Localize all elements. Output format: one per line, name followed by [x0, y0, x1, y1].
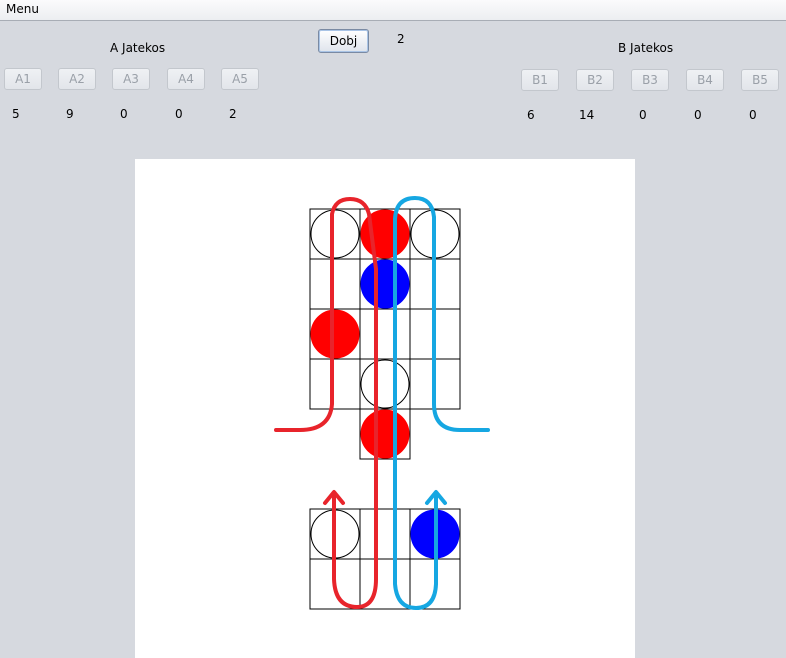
- player-a-path-arrow: [274, 197, 378, 609]
- player-b-count-5: 0: [749, 108, 757, 122]
- board-cell[interactable]: [309, 258, 361, 310]
- piece-button-b2[interactable]: B2: [576, 69, 614, 91]
- red-piece[interactable]: [360, 409, 410, 459]
- player-b-count-3: 0: [639, 108, 647, 122]
- board-cell[interactable]: [359, 308, 411, 360]
- blue-piece[interactable]: [360, 259, 410, 309]
- board-cell[interactable]: [309, 208, 361, 260]
- player-a-count-5: 2: [229, 107, 237, 121]
- game-board[interactable]: [135, 159, 635, 658]
- player-b-count-4: 0: [694, 108, 702, 122]
- dice-value: 2: [397, 32, 405, 46]
- board-cell[interactable]: [359, 358, 411, 410]
- player-b-count-2: 14: [579, 108, 595, 122]
- piece-button-b1[interactable]: B1: [521, 69, 559, 91]
- piece-button-b4[interactable]: B4: [686, 69, 724, 91]
- board-cell[interactable]: [359, 408, 411, 460]
- piece-button-b3[interactable]: B3: [631, 69, 669, 91]
- piece-button-a3[interactable]: A3: [112, 68, 150, 90]
- board-cell[interactable]: [309, 358, 361, 410]
- player-b-count-1: 6: [527, 108, 535, 122]
- board-cell[interactable]: [359, 508, 411, 560]
- player-a-count-3: 0: [120, 107, 128, 121]
- piece-button-b5[interactable]: B5: [741, 69, 779, 91]
- piece-button-a5[interactable]: A5: [221, 68, 259, 90]
- red-piece[interactable]: [310, 309, 360, 359]
- player-a-count-2: 9: [66, 107, 74, 121]
- player-a-count-1: 5: [12, 107, 20, 121]
- empty-spot[interactable]: [310, 209, 360, 259]
- menu-bar: Menu: [0, 0, 786, 21]
- roll-dice-button[interactable]: Dobj: [318, 29, 369, 53]
- player-b-arrowhead: [425, 490, 447, 505]
- menu-item-menu[interactable]: Menu: [6, 2, 39, 16]
- player-b-title: B Jatekos: [618, 41, 674, 55]
- board-canvas[interactable]: [135, 159, 635, 658]
- piece-button-a1[interactable]: A1: [4, 68, 42, 90]
- player-a-count-4: 0: [175, 107, 183, 121]
- player-a-title: A Jatekos: [110, 41, 166, 55]
- piece-button-a4[interactable]: A4: [167, 68, 205, 90]
- player-b-path-arrow: [393, 196, 490, 610]
- piece-button-a2[interactable]: A2: [58, 68, 96, 90]
- player-a-arrowhead: [323, 490, 345, 505]
- empty-spot[interactable]: [360, 359, 410, 409]
